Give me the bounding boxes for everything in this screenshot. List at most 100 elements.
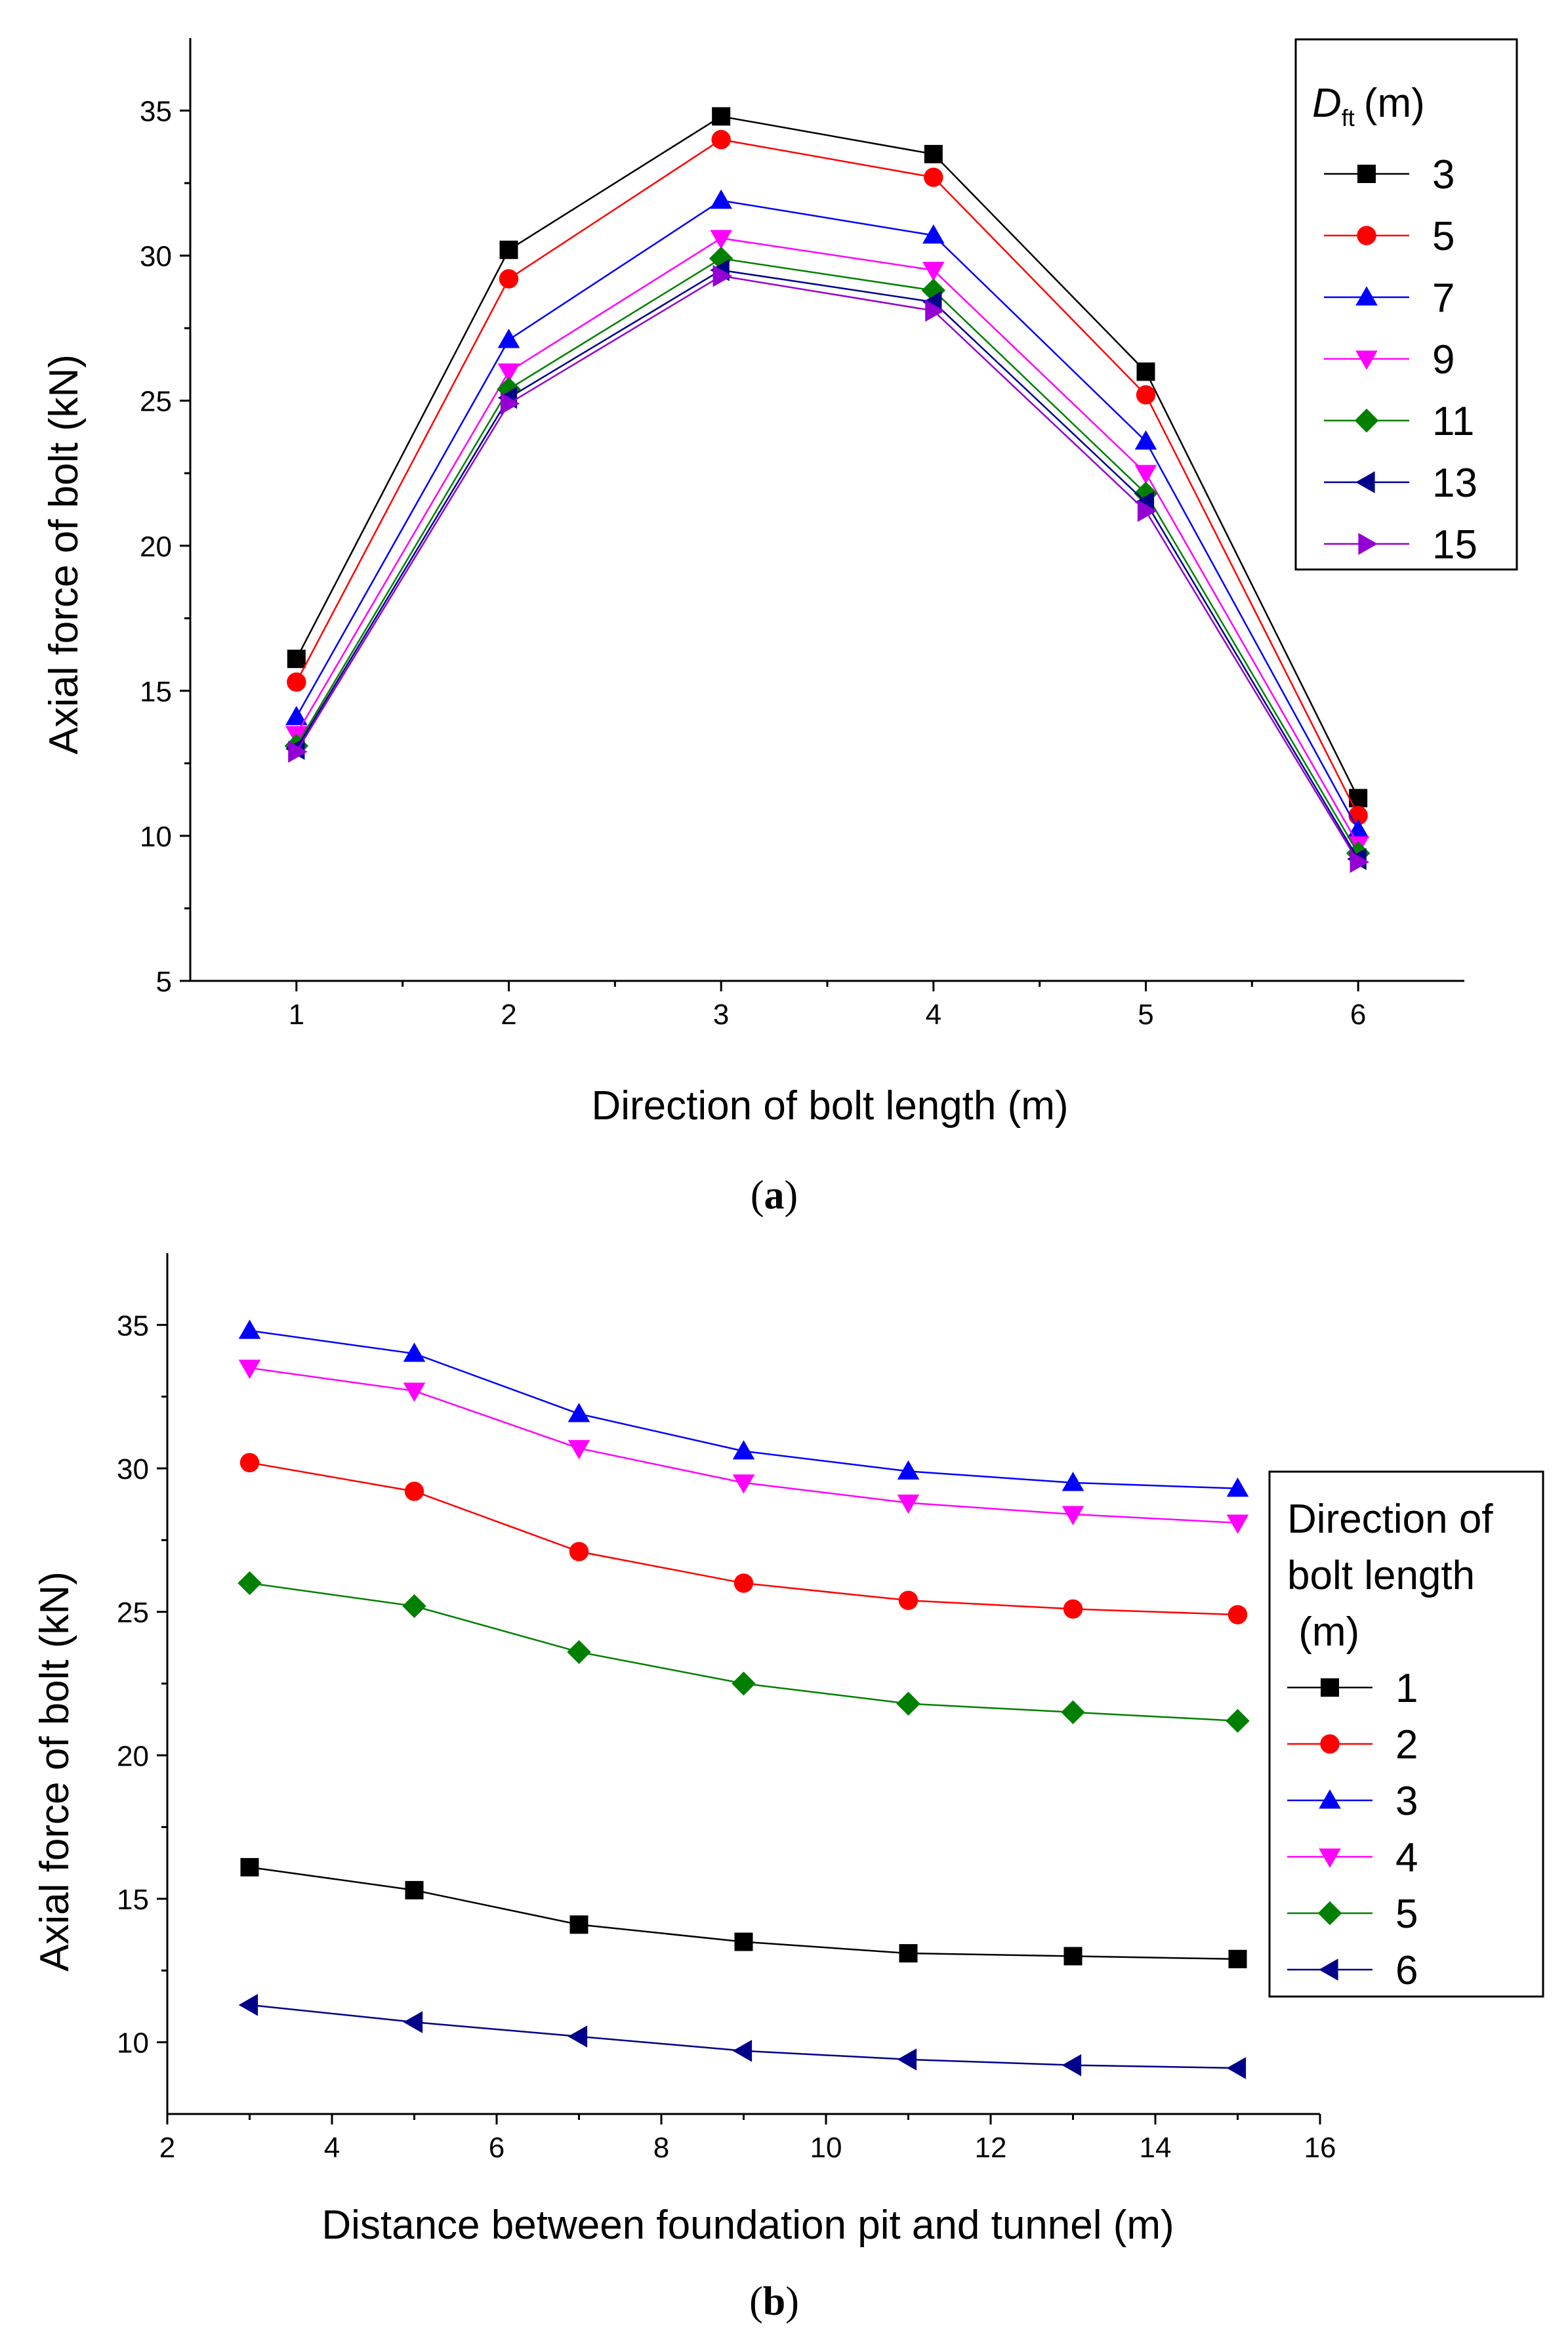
series-6-point bbox=[1062, 2054, 1082, 2077]
series-3-point bbox=[1062, 1472, 1084, 1491]
legend-item-4: 4 bbox=[1287, 1835, 1418, 1880]
series-3-point bbox=[924, 144, 943, 163]
legend-item-3: 3 bbox=[1287, 1779, 1418, 1824]
series-7-point bbox=[710, 189, 732, 209]
series-3 bbox=[238, 1319, 1249, 1497]
series-2-point bbox=[1063, 1599, 1083, 1619]
chart-a-series bbox=[284, 107, 1371, 873]
series-2-point bbox=[404, 1481, 424, 1501]
series-4-point bbox=[897, 1494, 920, 1514]
legend-marker bbox=[1355, 471, 1375, 493]
x-tick-label: 4 bbox=[926, 999, 941, 1031]
series-3-point bbox=[732, 1440, 755, 1460]
x-tick-label: 5 bbox=[1138, 999, 1153, 1031]
legend-label: 5 bbox=[1432, 214, 1455, 259]
series-4 bbox=[238, 1359, 1249, 1534]
legend-label: 5 bbox=[1395, 1892, 1418, 1937]
chart-b-y-title: Axial force of bolt (kN) bbox=[32, 1571, 77, 1972]
series-3-line bbox=[249, 1329, 1238, 1489]
chart-b-caption: (b) bbox=[749, 2279, 799, 2324]
series-2-point bbox=[733, 1573, 754, 1593]
series-15-point bbox=[288, 740, 308, 763]
chart-a-x-title: Direction of bolt length (m) bbox=[591, 1083, 1068, 1129]
legend-marker bbox=[1355, 350, 1378, 370]
series-5-point bbox=[1226, 1709, 1250, 1733]
series-4-point bbox=[1062, 1506, 1084, 1525]
x-tick-label: 3 bbox=[713, 999, 729, 1031]
x-tick-label: 10 bbox=[810, 2132, 842, 2164]
series-15-point bbox=[712, 264, 732, 287]
series-1-point bbox=[405, 1880, 424, 1899]
legend-marker bbox=[1357, 226, 1376, 245]
series-15-point bbox=[1137, 499, 1157, 522]
x-tick-label: 14 bbox=[1140, 2132, 1172, 2164]
legend-marker bbox=[1319, 1848, 1341, 1868]
series-4-point bbox=[732, 1474, 755, 1494]
legend-marker bbox=[1321, 1678, 1339, 1697]
series-3-point bbox=[1226, 1477, 1249, 1497]
series-5-point bbox=[499, 269, 519, 289]
legend-item-15: 15 bbox=[1324, 522, 1477, 568]
chart-b-caption-letter: b bbox=[763, 2279, 785, 2324]
series-5-point bbox=[896, 1691, 920, 1716]
chart-a-legend-title-unit: (m) bbox=[1364, 81, 1425, 126]
chart-a-legend-title-sub: ft bbox=[1342, 104, 1355, 131]
chart-a-caption: (a) bbox=[751, 1173, 798, 1218]
legend-label: 9 bbox=[1432, 337, 1455, 383]
legend-item-3: 3 bbox=[1324, 152, 1455, 197]
chart-b-x-title: Distance between foundation pit and tunn… bbox=[321, 2203, 1174, 2248]
series-6-point bbox=[1226, 2057, 1247, 2079]
series-9-point bbox=[497, 363, 520, 383]
chart-a-legend-title-main: D bbox=[1312, 81, 1342, 126]
y-tick-label: 15 bbox=[140, 676, 172, 708]
series-3-point bbox=[567, 1403, 590, 1422]
series-15-point bbox=[925, 299, 945, 322]
series-5-point bbox=[732, 1671, 756, 1696]
chart-b-legend-items: 1 2 3 4 5 6 bbox=[1287, 1666, 1418, 1993]
series-7-point bbox=[285, 705, 308, 726]
legend-marker bbox=[1319, 1958, 1338, 1981]
series-2-point bbox=[239, 1453, 260, 1472]
legend-item-7: 7 bbox=[1324, 276, 1455, 321]
series-2-point bbox=[1228, 1605, 1248, 1625]
chart-b-legend-title-line-3: (m) bbox=[1287, 1609, 1359, 1655]
legend-item-6: 6 bbox=[1287, 1948, 1418, 1993]
chart-a-legend: Dft (m) 3 5 7 9 11 13 15 bbox=[1294, 38, 1518, 571]
legend-marker bbox=[1358, 533, 1378, 555]
x-tick-label: 2 bbox=[501, 999, 516, 1031]
series-6-point bbox=[732, 2039, 753, 2062]
series-15-point bbox=[500, 392, 520, 415]
series-3-point bbox=[238, 1319, 261, 1339]
y-tick-label: 25 bbox=[140, 386, 172, 418]
y-tick-label: 20 bbox=[140, 531, 172, 563]
x-tick-label: 8 bbox=[653, 2132, 669, 2164]
legend-item-5: 5 bbox=[1324, 214, 1455, 259]
series-7-point bbox=[922, 224, 945, 244]
legend-label: 13 bbox=[1432, 461, 1477, 506]
series-15-line bbox=[295, 275, 1359, 863]
series-9-point bbox=[1134, 465, 1157, 485]
legend-label: 2 bbox=[1395, 1722, 1418, 1768]
series-3-point bbox=[403, 1342, 426, 1362]
series-5-point bbox=[567, 1640, 591, 1665]
series-3-point bbox=[1136, 362, 1155, 381]
x-tick-label: 4 bbox=[324, 2132, 340, 2164]
series-3-point bbox=[897, 1460, 920, 1480]
series-3-point bbox=[712, 107, 731, 126]
series-11-point bbox=[1134, 481, 1158, 506]
chart-b-axes: 2 4 6 8 10 12 14 16 10 15 20 25 30 35 bbox=[117, 1253, 1336, 2164]
series-3-point bbox=[499, 240, 518, 259]
series-6-point bbox=[238, 1994, 258, 2016]
series-1-point bbox=[899, 1944, 918, 1963]
series-5-line bbox=[249, 1582, 1238, 1722]
series-9-point bbox=[710, 230, 732, 249]
legend-label: 11 bbox=[1432, 399, 1474, 444]
series-5 bbox=[237, 1571, 1250, 1733]
series-3-line bbox=[295, 115, 1359, 799]
series-1 bbox=[240, 1857, 1247, 1968]
legend-item-11: 11 bbox=[1324, 399, 1474, 444]
legend-label: 3 bbox=[1432, 152, 1455, 197]
